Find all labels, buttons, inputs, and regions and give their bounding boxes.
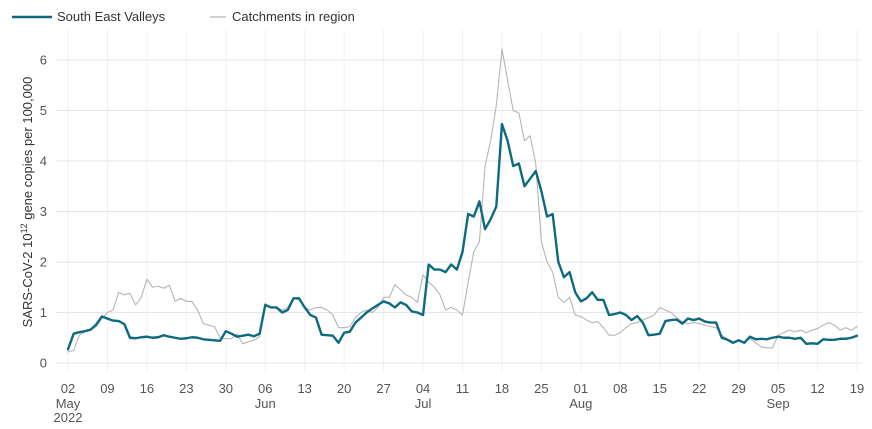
y-tick-label: 3 [40, 204, 47, 219]
x-month-label: Aug [569, 396, 592, 411]
x-tick-label: 16 [140, 381, 154, 396]
x-tick-label: 30 [219, 381, 233, 396]
x-tick-label: 01 [574, 381, 588, 396]
x-tick-label: 19 [850, 381, 864, 396]
series-layer [66, 48, 859, 353]
y-axis: 0 1 2 3 4 5 6 [40, 53, 47, 371]
x-tick-label: 08 [613, 381, 627, 396]
legend: South East Valleys Catchments in region [12, 9, 355, 24]
series-line-catchments-in-region [67, 48, 858, 353]
y-axis-label: SARS-CoV-2 1012 gene copies per 100,000 [19, 77, 35, 328]
x-year-label: 2022 [54, 410, 83, 424]
y-tick-label: 6 [40, 53, 47, 68]
x-tick-label: 29 [731, 381, 745, 396]
y-tick-label: 2 [40, 255, 47, 270]
y-tick-label: 1 [40, 305, 47, 320]
x-tick-label: 09 [100, 381, 114, 396]
y-tick-label: 5 [40, 103, 47, 118]
x-tick-label: 02 [61, 381, 75, 396]
x-month-label: Jun [255, 396, 276, 411]
x-month-label: Jul [415, 396, 432, 411]
legend-label-catchments-in-region: Catchments in region [232, 9, 355, 24]
x-tick-label: 20 [337, 381, 351, 396]
series-line-south-east-valleys [66, 122, 859, 351]
x-month-label: Sep [767, 396, 790, 411]
x-tick-label: 22 [692, 381, 706, 396]
x-tick-label: 11 [456, 381, 470, 396]
x-tick-label: 25 [534, 381, 548, 396]
y-tick-label: 0 [40, 356, 47, 371]
x-month-label: May [56, 396, 81, 411]
y-tick-label: 4 [40, 154, 47, 169]
x-tick-label: 06 [258, 381, 272, 396]
gridlines [56, 30, 862, 372]
x-tick-label: 04 [416, 381, 430, 396]
x-tick-label: 18 [495, 381, 509, 396]
x-tick-label: 27 [376, 381, 390, 396]
x-tick-label: 12 [810, 381, 824, 396]
x-tick-label: 23 [179, 381, 193, 396]
x-tick-label: 15 [653, 381, 667, 396]
legend-label-south-east-valleys: South East Valleys [57, 9, 166, 24]
x-tick-label: 13 [297, 381, 311, 396]
x-tick-label: 05 [771, 381, 785, 396]
